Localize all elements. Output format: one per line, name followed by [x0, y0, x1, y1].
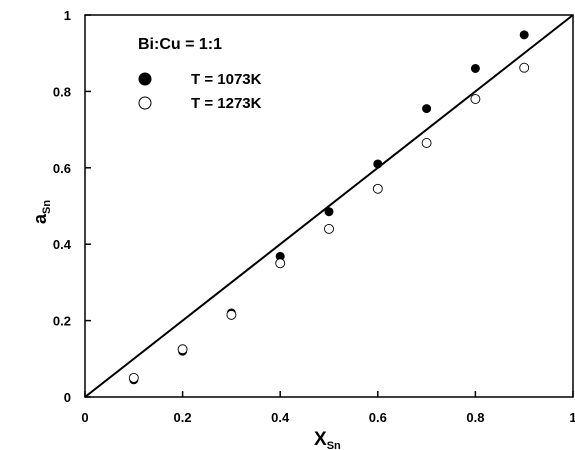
y-tick-label: 0.2 [53, 314, 71, 329]
x-axis-label: XSn [314, 429, 341, 450]
legend-label-1073k: T = 1073K [191, 71, 262, 88]
x-tick-label: 0.8 [466, 410, 484, 425]
y-tick-label: 1 [64, 8, 71, 23]
x-tick-label: 1 [569, 410, 575, 425]
data-points [128, 30, 530, 385]
point-1273k [128, 372, 139, 383]
point-1073k [422, 104, 432, 114]
plot-frame [84, 14, 574, 398]
point-1073k [324, 207, 334, 217]
point-1273k [421, 138, 432, 148]
y-tick-label: 0.8 [53, 84, 71, 99]
legend: T = 1073K T = 1273K [138, 71, 262, 112]
point-1073k [519, 30, 529, 40]
reference-line [84, 14, 574, 398]
x-tick-label: 0 [81, 410, 88, 425]
point-1073k [470, 63, 480, 73]
point-1273k [177, 344, 188, 355]
annotation-text: Bi:Cu = 1:1 [138, 36, 222, 53]
point-1273k [470, 94, 481, 104]
legend-marker-1273k [138, 96, 152, 110]
y-tick-label: 0.4 [53, 237, 72, 252]
point-1273k [226, 309, 237, 320]
point-1073k [373, 159, 383, 169]
point-1273k [519, 62, 530, 73]
legend-label-1273k: T = 1273K [191, 95, 262, 112]
x-tick-label: 0.4 [271, 410, 290, 425]
x-tick-label: 0.6 [369, 410, 387, 425]
x-tick-label: 0.2 [174, 410, 192, 425]
y-axis-label-main: a [30, 213, 50, 224]
x-axis-label-sub: Sn [327, 440, 341, 450]
axis-ticks [84, 14, 574, 398]
legend-marker-1073k [138, 72, 152, 86]
y-tick-label: 0.6 [53, 161, 71, 176]
point-1273k [324, 223, 334, 234]
y-tick-label: 0 [64, 390, 71, 405]
y-axis-label: aSn [30, 200, 53, 224]
x-axis-label-main: X [314, 429, 327, 450]
point-1273k [372, 183, 383, 194]
point-1273k [275, 258, 286, 269]
tick-labels: 0 0.2 0.4 0.6 0.8 1 0 0.2 0.4 0.6 0.8 1 [53, 8, 575, 425]
y-axis-label-sub: Sn [41, 200, 53, 214]
